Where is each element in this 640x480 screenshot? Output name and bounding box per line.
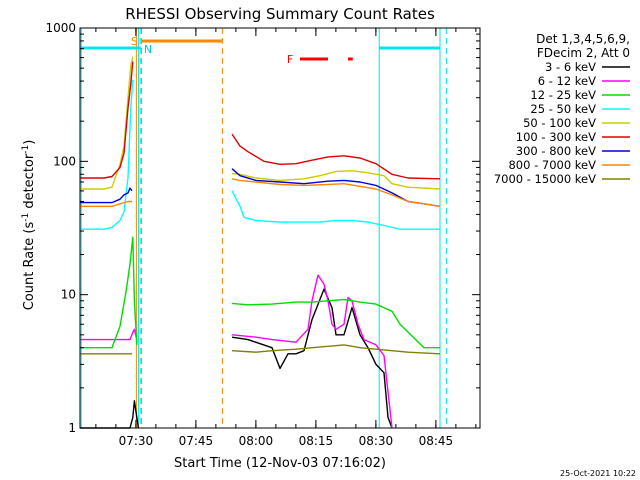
series-7-segment-0 <box>80 200 132 208</box>
axes-layer: 1 10 100 1000 07:30 07:45 08:00 08:15 08:30 08:45 <box>45 21 481 448</box>
series-1-segment-0 <box>80 328 138 341</box>
series-4-segment-1 <box>231 169 441 190</box>
legend-header-1: Det 1,3,4,5,6,9, <box>536 32 630 46</box>
series-1 <box>80 274 393 429</box>
series-3-segment-1 <box>231 190 440 230</box>
y-tick-label-3: 1000 <box>45 21 76 35</box>
series-1-segment-1 <box>231 274 393 429</box>
y-tick-label-1: 10 <box>61 288 76 302</box>
series-7 <box>80 178 441 208</box>
series-8 <box>80 344 441 355</box>
chart-title: RHESSI Observing Summary Count Rates <box>125 5 435 23</box>
series-0-segment-1 <box>231 288 393 429</box>
y-tick-label-0: 1 <box>68 421 76 435</box>
footer-date: 25-Oct-2021 10:22 <box>560 469 636 478</box>
legend-header-2: FDecim 2, Att 0 <box>537 46 630 60</box>
series-2-segment-0 <box>80 236 138 349</box>
x-tick-label-2: 08:00 <box>239 434 274 448</box>
marker-label-n: N <box>144 43 152 56</box>
legend-label-6: 300 - 800 keV <box>516 144 596 158</box>
series-layer <box>80 56 441 429</box>
x-tick-label-0: 07:30 <box>119 434 154 448</box>
legend-label-8: 7000 - 15000 keV <box>494 172 596 186</box>
y-axis-label: Count Rate (s-1 detector-1) <box>21 140 37 311</box>
series-2-segment-1 <box>231 298 440 349</box>
series-3-segment-0 <box>80 79 134 230</box>
y-tick-label-2: 100 <box>53 154 76 168</box>
series-5-segment-0 <box>80 61 134 179</box>
series-3 <box>80 79 440 230</box>
x-axis-label: Start Time (12-Nov-03 07:16:02) <box>174 456 386 471</box>
legend-label-0: 3 - 6 keV <box>545 60 596 74</box>
x-tick-label-4: 08:30 <box>359 434 394 448</box>
marker-label-s: S <box>131 35 138 48</box>
series-5-segment-1 <box>231 133 441 180</box>
x-tick-label-5: 08:45 <box>419 434 454 448</box>
x-tick-label-1: 07:45 <box>179 434 214 448</box>
legend-label-1: 6 - 12 keV <box>538 74 596 88</box>
series-4 <box>80 56 441 190</box>
x-tick-label-3: 08:15 <box>299 434 334 448</box>
plot-background <box>80 28 480 428</box>
series-7-segment-1 <box>231 178 441 207</box>
series-8-segment-1 <box>231 344 441 355</box>
legend-label-5: 100 - 300 keV <box>516 130 596 144</box>
series-5 <box>80 61 441 180</box>
series-2 <box>80 236 440 349</box>
series-4-segment-0 <box>80 56 134 190</box>
legend-label-2: 12 - 25 keV <box>530 88 596 102</box>
legend-label-4: 50 - 100 keV <box>523 116 596 130</box>
legend: Det 1,3,4,5,6,9, FDecim 2, Att 0 3 - 6 k… <box>494 32 630 186</box>
markers-layer: SN F <box>80 28 447 428</box>
series-6-segment-0 <box>80 187 133 204</box>
legend-label-3: 25 - 50 keV <box>530 102 596 116</box>
marker-label-f: F <box>287 53 293 66</box>
plot-area <box>80 28 480 428</box>
axes-frame <box>79 27 481 429</box>
legend-label-7: 800 - 7000 keV <box>508 158 596 172</box>
